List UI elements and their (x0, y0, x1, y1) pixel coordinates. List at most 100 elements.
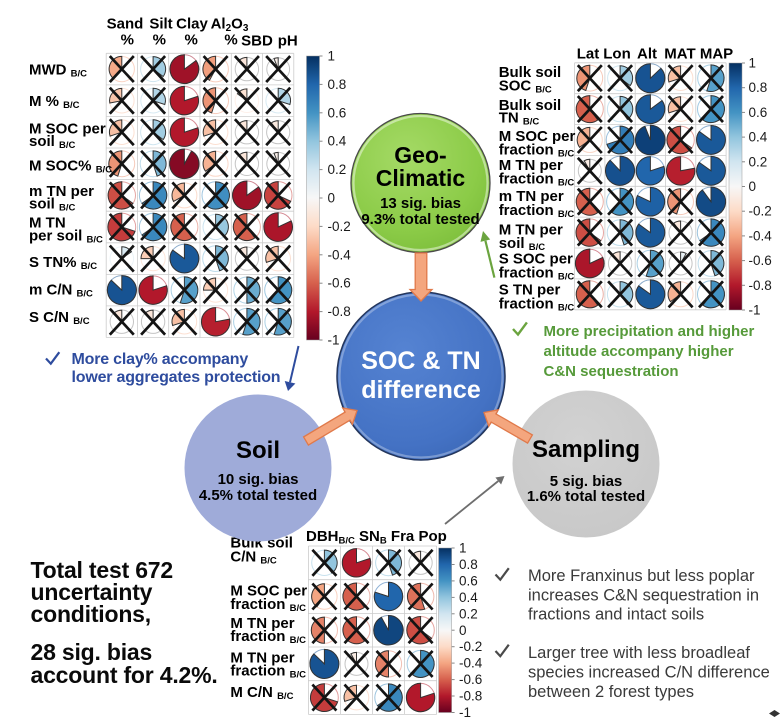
svg-text:SOC & TN: SOC & TN (361, 347, 480, 375)
svg-text:altitude accompany higher: altitude accompany higher (544, 343, 734, 360)
svg-text:-0.8: -0.8 (328, 304, 351, 319)
svg-text:difference: difference (361, 376, 481, 404)
svg-text:increases C&N sequestration in: increases C&N sequestration in (528, 587, 759, 605)
svg-text:1: 1 (459, 541, 467, 556)
svg-text:More clay% accompany: More clay% accompany (72, 351, 249, 368)
svg-text:-1: -1 (459, 705, 471, 720)
svg-text:account for 4.2%.: account for 4.2%. (31, 662, 218, 688)
svg-text:0: 0 (749, 179, 757, 194)
svg-text:S C/N B/C: S C/N B/C (29, 309, 90, 327)
svg-text:uncertainty: uncertainty (31, 579, 153, 605)
svg-text:Lon: Lon (603, 46, 631, 63)
svg-text:Sand: Sand (107, 16, 144, 33)
svg-text:M TN: M TN (29, 215, 66, 232)
svg-text:M SOC per: M SOC per (499, 128, 576, 145)
svg-text:TN B/C: TN B/C (499, 110, 540, 128)
svg-text:lower aggregates protection: lower aggregates protection (72, 369, 281, 386)
svg-text:0: 0 (459, 623, 467, 638)
svg-text:Bulk soil: Bulk soil (499, 97, 562, 114)
svg-text:0.6: 0.6 (749, 105, 768, 120)
svg-text:fraction B/C: fraction B/C (230, 628, 306, 646)
svg-text:pH: pH (278, 33, 298, 50)
svg-text:-0.4: -0.4 (749, 228, 773, 243)
svg-text:between 2 forest types: between 2 forest types (528, 683, 694, 701)
svg-text:10 sig. bias: 10 sig. bias (218, 471, 299, 488)
svg-text:%: % (224, 32, 237, 49)
svg-text:MAT: MAT (664, 46, 695, 63)
svg-text:M C/N B/C: M C/N B/C (230, 684, 293, 702)
svg-text:0.4: 0.4 (749, 130, 768, 145)
svg-text:M TN per: M TN per (499, 222, 563, 239)
svg-text:S TN per: S TN per (499, 282, 561, 299)
svg-text:Lat: Lat (577, 46, 600, 63)
svg-text:M TN per: M TN per (230, 615, 294, 632)
svg-text:More precipitation and higher: More precipitation and higher (544, 323, 755, 340)
svg-text:0.4: 0.4 (459, 590, 478, 605)
svg-text:conditions,: conditions, (31, 601, 151, 627)
svg-text:-0.2: -0.2 (459, 639, 482, 654)
svg-text:0.2: 0.2 (749, 154, 768, 169)
svg-text:-0.2: -0.2 (328, 219, 351, 234)
svg-text:Total test 672: Total test 672 (31, 557, 174, 583)
svg-text:1: 1 (749, 56, 757, 71)
svg-text:soil B/C: soil B/C (29, 196, 76, 214)
svg-text:0.6: 0.6 (459, 573, 478, 588)
svg-text:28 sig. bias: 28 sig. bias (31, 639, 153, 665)
svg-text:0.2: 0.2 (459, 606, 478, 621)
svg-text:fraction B/C: fraction B/C (230, 663, 306, 681)
svg-text:Soil: Soil (236, 437, 280, 464)
svg-text:fraction B/C: fraction B/C (499, 265, 575, 283)
svg-text:%: % (185, 32, 198, 49)
svg-text:Silt: Silt (149, 16, 172, 33)
svg-text:Larger tree with less broadlea: Larger tree with less broadleaf (528, 644, 750, 662)
svg-text:MWD B/C: MWD B/C (29, 62, 87, 80)
svg-text:%: % (121, 32, 134, 49)
svg-text:More Franxinus but less poplar: More Franxinus but less poplar (528, 567, 755, 585)
svg-text:fraction B/C: fraction B/C (499, 202, 575, 220)
svg-text:-0.4: -0.4 (328, 247, 352, 262)
svg-text:0.8: 0.8 (459, 557, 478, 572)
svg-text:M SOC per: M SOC per (29, 121, 106, 138)
svg-text:Geo-: Geo- (394, 142, 446, 168)
svg-text:soil B/C: soil B/C (499, 235, 546, 253)
svg-text:0.6: 0.6 (328, 105, 347, 120)
svg-text:Alt: Alt (637, 46, 657, 63)
svg-text:soil B/C: soil B/C (29, 133, 76, 151)
svg-text:-1: -1 (749, 303, 761, 318)
svg-text:0.8: 0.8 (328, 77, 347, 92)
svg-text:Clay: Clay (176, 16, 208, 33)
svg-text:fraction B/C: fraction B/C (499, 296, 575, 314)
svg-text:0.2: 0.2 (328, 162, 347, 177)
svg-text:M % B/C: M % B/C (29, 93, 80, 111)
svg-text:fractions and intact soils: fractions and intact soils (528, 606, 704, 624)
svg-text:C/N B/C: C/N B/C (230, 549, 277, 567)
svg-text:4.5% total tested: 4.5% total tested (199, 487, 317, 504)
svg-text:Climatic: Climatic (376, 165, 466, 191)
svg-text:S TN% B/C: S TN% B/C (29, 254, 97, 272)
svg-text:-0.4: -0.4 (459, 656, 483, 671)
svg-text:0.8: 0.8 (749, 80, 768, 95)
svg-text:MAP: MAP (700, 46, 733, 63)
svg-text:M TN per: M TN per (499, 157, 563, 174)
svg-text:5 sig. bias: 5 sig. bias (550, 473, 623, 490)
svg-text:m TN per: m TN per (29, 183, 94, 200)
svg-text:0.4: 0.4 (328, 134, 347, 149)
svg-text:-0.8: -0.8 (459, 689, 482, 704)
svg-text:0: 0 (328, 191, 336, 206)
svg-text:species increased C/N differen: species increased C/N difference (528, 664, 770, 682)
svg-text:-0.6: -0.6 (459, 672, 482, 687)
svg-text:1.6% total tested: 1.6% total tested (527, 488, 645, 505)
svg-text:1: 1 (328, 49, 336, 64)
svg-text:M TN per: M TN per (230, 650, 294, 667)
svg-text:13 sig. bias: 13 sig. bias (380, 195, 461, 212)
svg-text:SBD: SBD (241, 33, 273, 50)
svg-text:9.3% total tested: 9.3% total tested (361, 211, 479, 228)
svg-text:fraction B/C: fraction B/C (499, 171, 575, 189)
svg-text:m C/N B/C: m C/N B/C (29, 281, 93, 299)
svg-text:per soil B/C: per soil B/C (29, 228, 103, 246)
svg-text:DBHB/C SNB Fra Pop: DBHB/C SNB Fra Pop (306, 528, 447, 547)
svg-text:%: % (153, 32, 166, 49)
svg-text:fraction B/C: fraction B/C (499, 142, 575, 160)
svg-text:-1: -1 (328, 333, 340, 348)
svg-text:m TN per: m TN per (499, 188, 564, 205)
